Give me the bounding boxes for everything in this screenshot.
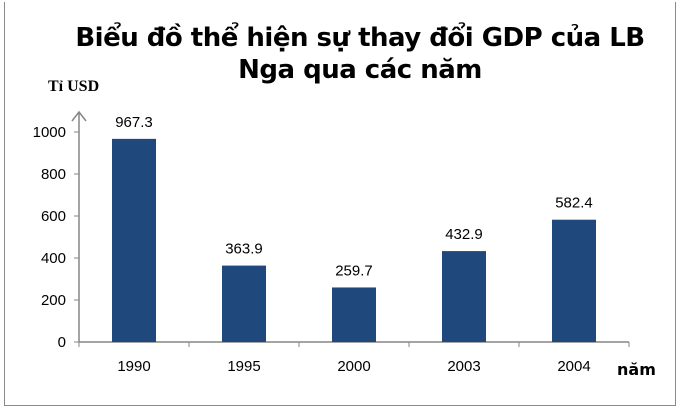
chart-title-line-1: Biểu đồ thể hiện sự thay đổi GDP của LB xyxy=(75,23,645,53)
bar-2000 xyxy=(332,287,376,342)
bar-2004 xyxy=(552,219,596,342)
y-tick-label: 200 xyxy=(41,292,66,309)
data-label-2000: 259.7 xyxy=(335,262,373,279)
y-tick-label: 800 xyxy=(41,166,66,183)
y-axis-arrow-icon xyxy=(71,110,87,122)
data-label-1995: 363.9 xyxy=(225,241,263,258)
chart-frame xyxy=(4,2,676,406)
x-tick-label-2003: 2003 xyxy=(447,358,480,375)
chart-title: Biểu đồ thể hiện sự thay đổi GDP của LB … xyxy=(60,22,660,86)
bar-1995 xyxy=(222,265,266,342)
x-tick-label-2000: 2000 xyxy=(337,358,370,375)
x-tick-label-2004: 2004 xyxy=(557,358,590,375)
chart-title-line-2: Nga qua các năm xyxy=(238,55,482,85)
bar-2003 xyxy=(442,251,486,342)
y-tick-label: 600 xyxy=(41,208,66,225)
x-tick-label-1990: 1990 xyxy=(117,358,150,375)
data-label-2003: 432.9 xyxy=(445,226,483,243)
y-axis-label: Tỉ USD xyxy=(48,78,100,95)
y-tick-label: 0 xyxy=(58,334,66,351)
data-label-1990: 967.3 xyxy=(115,114,153,131)
bar-1990 xyxy=(112,138,156,342)
data-label-2004: 582.4 xyxy=(555,195,593,212)
y-tick-label: 400 xyxy=(41,250,66,267)
x-axis-label: năm xyxy=(617,360,656,379)
x-tick-label-1995: 1995 xyxy=(227,358,260,375)
y-tick-label: 1000 xyxy=(33,124,66,141)
